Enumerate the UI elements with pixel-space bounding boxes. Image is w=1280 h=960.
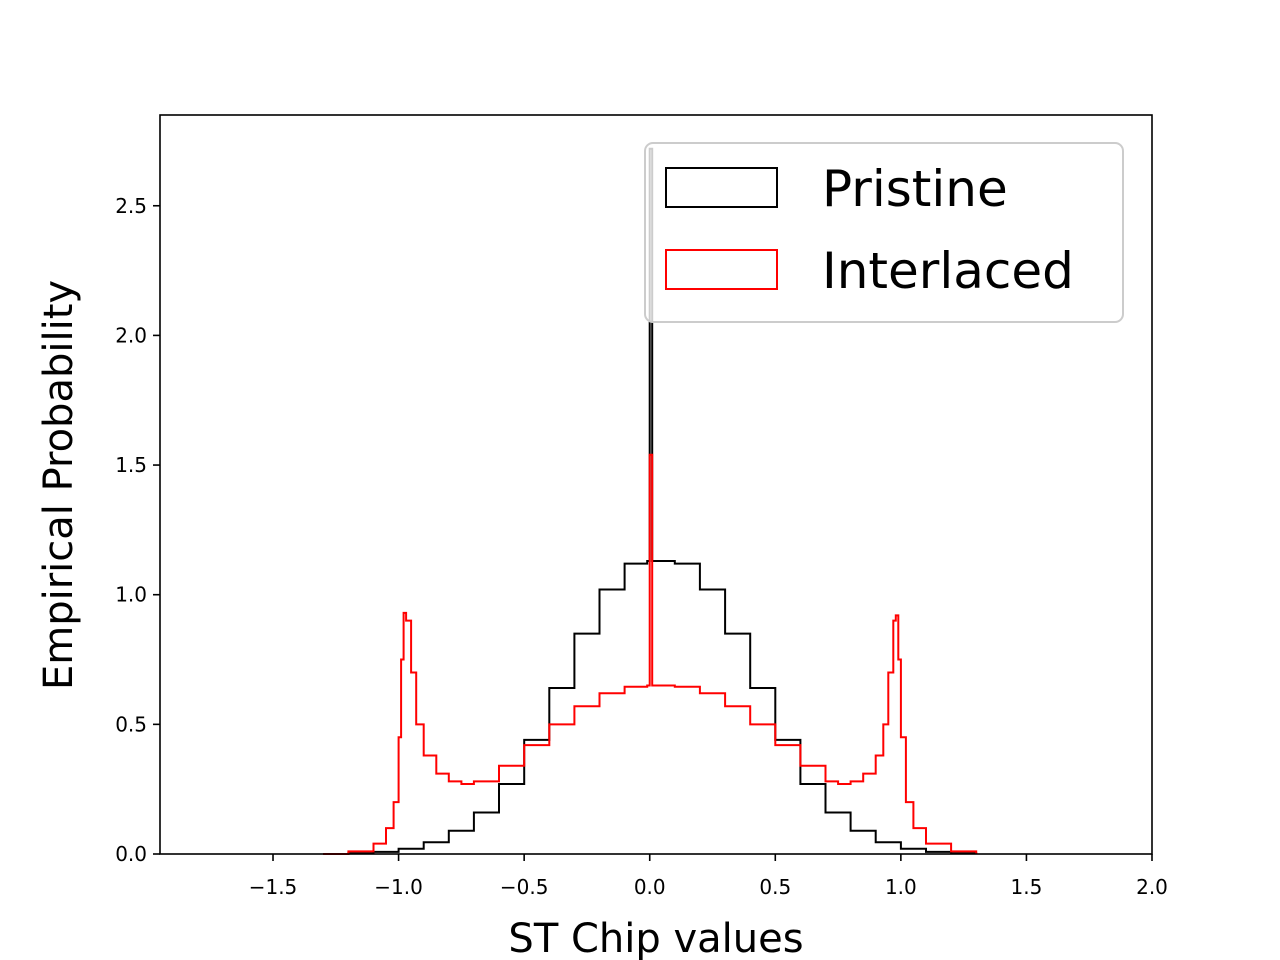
y-tick-label: 0.5	[115, 712, 147, 736]
legend-swatch-interlaced	[665, 249, 778, 290]
axes-frame	[159, 114, 1153, 855]
y-tick-label: 0.0	[115, 842, 147, 866]
x-tick-label: 2.0	[1136, 875, 1168, 899]
x-tick-label: 0.0	[634, 875, 666, 899]
y-axis-label: Empirical Probability	[36, 280, 82, 690]
legend-label-interlaced: Interlaced	[822, 242, 1074, 300]
x-tick-label: −0.5	[500, 875, 549, 899]
legend-box	[644, 142, 1124, 323]
y-tick-label: 1.0	[115, 583, 147, 607]
x-tick-label: 0.5	[759, 875, 791, 899]
y-tick-label: 1.5	[115, 453, 147, 477]
legend-swatch-pristine	[665, 167, 778, 208]
x-axis-label: ST Chip values	[508, 916, 803, 960]
y-axis: 0.0 0.5 1.0 1.5 2.0 2.5	[115, 194, 160, 866]
x-axis: −1.5 −1.0 −0.5 0.0 0.5 1.0 1.5 2.0	[249, 854, 1168, 899]
y-tick-label: 2.0	[115, 323, 147, 347]
x-tick-label: −1.5	[249, 875, 298, 899]
legend-label-pristine: Pristine	[822, 160, 1008, 218]
x-tick-label: 1.5	[1011, 875, 1043, 899]
series-interlaced-line	[323, 453, 978, 855]
legend: Pristine Interlaced	[644, 142, 1124, 323]
y-tick-label: 2.5	[115, 194, 147, 218]
x-tick-label: 1.0	[885, 875, 917, 899]
x-tick-label: −1.0	[374, 875, 423, 899]
